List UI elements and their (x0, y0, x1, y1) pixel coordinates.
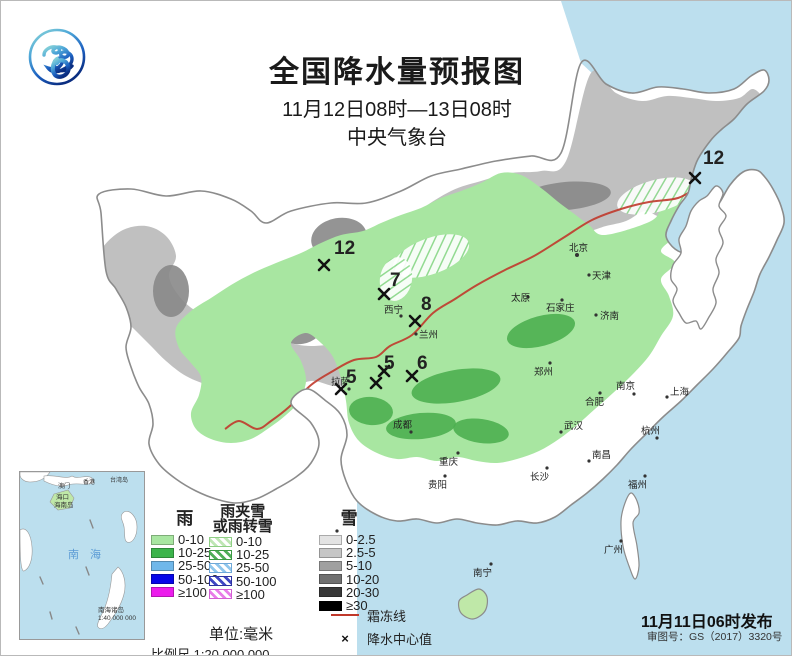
svg-text:1:40 000 000: 1:40 000 000 (98, 615, 136, 622)
svg-text:拉萨: 拉萨 (331, 376, 351, 388)
svg-text:南京: 南京 (616, 380, 635, 392)
svg-text:武汉: 武汉 (564, 420, 584, 432)
svg-text:海南岛: 海南岛 (54, 500, 74, 509)
svg-text:上海: 上海 (670, 386, 690, 398)
svg-text:西宁: 西宁 (384, 304, 403, 316)
svg-text:福州: 福州 (628, 479, 647, 491)
svg-text:贵阳: 贵阳 (428, 479, 447, 491)
svg-text:台湾岛: 台湾岛 (110, 476, 128, 484)
svg-text:海口: 海口 (56, 492, 69, 501)
svg-text:7: 7 (390, 270, 401, 291)
svg-text:杭州: 杭州 (641, 425, 660, 437)
svg-text:兰州: 兰州 (419, 329, 438, 341)
svg-text:石家庄: 石家庄 (546, 302, 575, 314)
svg-text:5: 5 (384, 353, 395, 374)
svg-text:成都: 成都 (393, 419, 413, 431)
svg-text:太原: 太原 (511, 292, 530, 304)
svg-text:合肥: 合肥 (585, 396, 605, 408)
svg-text:南 海: 南 海 (68, 547, 101, 561)
svg-text:南昌: 南昌 (592, 449, 611, 461)
svg-text:澳门: 澳门 (58, 482, 70, 490)
svg-text:12: 12 (334, 238, 355, 259)
svg-text:郑州: 郑州 (534, 366, 553, 378)
svg-text:6: 6 (417, 353, 428, 374)
svg-text:8: 8 (421, 294, 432, 315)
svg-text:天津: 天津 (592, 271, 612, 282)
svg-text:长沙: 长沙 (530, 471, 550, 483)
svg-text:12: 12 (703, 148, 724, 169)
svg-text:广州: 广州 (604, 544, 623, 556)
svg-text:北京: 北京 (569, 242, 588, 254)
svg-text:济南: 济南 (600, 310, 619, 322)
svg-text:重庆: 重庆 (439, 456, 459, 468)
svg-text:香港: 香港 (83, 478, 95, 486)
svg-text:南宁: 南宁 (473, 567, 492, 579)
svg-text:南海诸岛: 南海诸岛 (98, 605, 124, 614)
